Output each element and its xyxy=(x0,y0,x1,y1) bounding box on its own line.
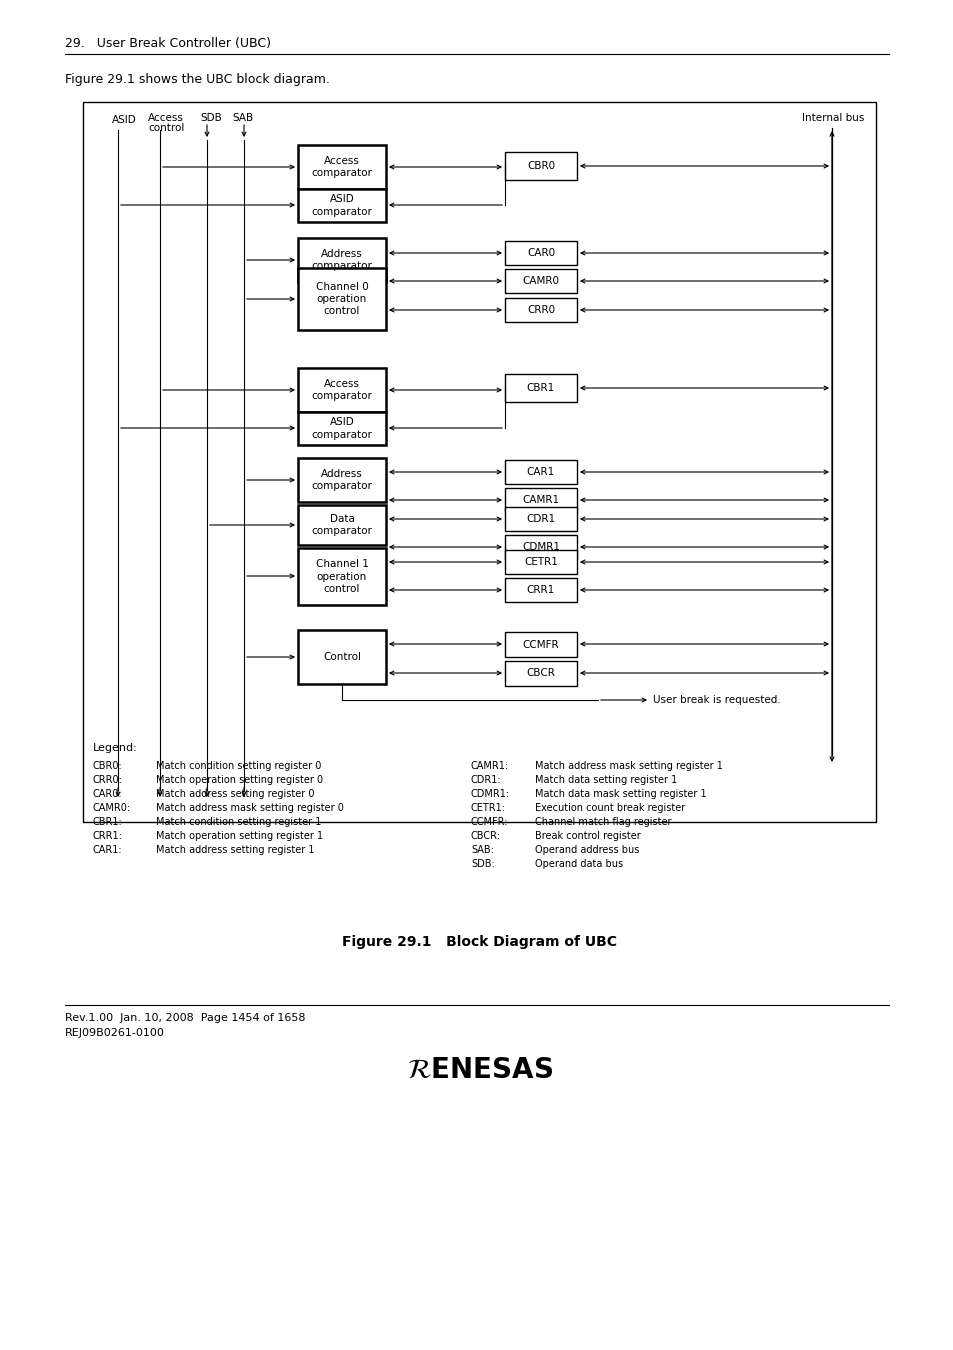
Text: Match address mask setting register 1: Match address mask setting register 1 xyxy=(535,761,722,771)
Bar xyxy=(297,269,386,329)
Bar xyxy=(504,298,577,323)
Bar xyxy=(504,242,577,265)
Text: CBCR:: CBCR: xyxy=(471,832,500,841)
Text: SAB:: SAB: xyxy=(471,845,494,855)
Text: Operand address bus: Operand address bus xyxy=(535,845,639,855)
Text: User break is requested.: User break is requested. xyxy=(652,695,780,705)
Text: SAB: SAB xyxy=(232,113,253,123)
Text: control: control xyxy=(148,123,184,134)
Text: Operand data bus: Operand data bus xyxy=(535,859,622,869)
Text: Address
comparator: Address comparator xyxy=(312,248,372,271)
Bar xyxy=(297,369,386,412)
Text: CBR0: CBR0 xyxy=(526,161,555,171)
Bar xyxy=(297,630,386,684)
Bar xyxy=(297,505,386,545)
Text: CAR1:: CAR1: xyxy=(92,845,123,855)
Text: CAMR0: CAMR0 xyxy=(522,275,558,286)
Text: CBR1:: CBR1: xyxy=(92,817,123,828)
Bar xyxy=(297,189,386,221)
Text: ASID
comparator: ASID comparator xyxy=(312,194,372,217)
Bar xyxy=(504,549,577,574)
Text: CRR1: CRR1 xyxy=(526,585,555,595)
Text: Data
comparator: Data comparator xyxy=(312,514,372,536)
Text: CDR1:: CDR1: xyxy=(471,775,501,784)
Text: Channel match flag register: Channel match flag register xyxy=(535,817,671,828)
Text: CDMR1:: CDMR1: xyxy=(471,788,510,799)
Text: CRR0: CRR0 xyxy=(526,305,555,315)
Text: CAR0: CAR0 xyxy=(526,248,555,258)
Text: Figure 29.1 shows the UBC block diagram.: Figure 29.1 shows the UBC block diagram. xyxy=(65,73,330,86)
Text: SDB: SDB xyxy=(200,113,221,123)
Bar xyxy=(504,153,577,180)
Text: CAMR0:: CAMR0: xyxy=(92,803,131,813)
Text: Match address setting register 0: Match address setting register 0 xyxy=(156,788,314,799)
Text: CAR1: CAR1 xyxy=(526,467,555,477)
Bar xyxy=(297,458,386,502)
Text: Match condition setting register 1: Match condition setting register 1 xyxy=(156,817,321,828)
Text: Address
comparator: Address comparator xyxy=(312,468,372,491)
Text: Match operation setting register 1: Match operation setting register 1 xyxy=(156,832,323,841)
Text: CBR1: CBR1 xyxy=(526,383,555,393)
Text: Legend:: Legend: xyxy=(92,743,137,753)
Text: Channel 1
operation
control: Channel 1 operation control xyxy=(315,559,368,594)
Text: Internal bus: Internal bus xyxy=(801,113,863,123)
Text: CDMR1: CDMR1 xyxy=(521,541,559,552)
Bar xyxy=(504,662,577,686)
Text: CETR1:: CETR1: xyxy=(471,803,505,813)
Bar xyxy=(504,508,577,531)
Text: CAMR1:: CAMR1: xyxy=(471,761,509,771)
Text: Match address mask setting register 0: Match address mask setting register 0 xyxy=(156,803,343,813)
Text: $\mathcal{R}$ENESAS: $\mathcal{R}$ENESAS xyxy=(406,1056,553,1084)
Bar xyxy=(504,578,577,602)
Bar xyxy=(504,269,577,293)
Text: Break control register: Break control register xyxy=(535,832,640,841)
Text: Figure 29.1   Block Diagram of UBC: Figure 29.1 Block Diagram of UBC xyxy=(342,936,617,949)
Text: Match address setting register 1: Match address setting register 1 xyxy=(156,845,314,855)
Text: CCMFR:: CCMFR: xyxy=(471,817,508,828)
Bar xyxy=(297,238,386,282)
Bar xyxy=(504,632,577,657)
Text: Match data setting register 1: Match data setting register 1 xyxy=(535,775,677,784)
Text: Execution count break register: Execution count break register xyxy=(535,803,684,813)
Text: ASID
comparator: ASID comparator xyxy=(312,417,372,440)
Text: Rev.1.00  Jan. 10, 2008  Page 1454 of 1658: Rev.1.00 Jan. 10, 2008 Page 1454 of 1658 xyxy=(65,1012,305,1023)
Bar xyxy=(504,460,577,485)
Text: CAMR1: CAMR1 xyxy=(522,495,559,505)
Text: CCMFR: CCMFR xyxy=(522,640,558,649)
Text: ASID: ASID xyxy=(112,115,136,126)
Text: CETR1: CETR1 xyxy=(523,558,558,567)
Text: 29.   User Break Controller (UBC): 29. User Break Controller (UBC) xyxy=(65,38,271,50)
Text: CRR0:: CRR0: xyxy=(92,775,123,784)
Bar xyxy=(297,548,386,605)
Bar xyxy=(297,412,386,446)
Text: CRR1:: CRR1: xyxy=(92,832,123,841)
Text: Access
comparator: Access comparator xyxy=(312,155,372,178)
Text: Match condition setting register 0: Match condition setting register 0 xyxy=(156,761,321,771)
Bar xyxy=(504,535,577,559)
Text: CBR0:: CBR0: xyxy=(92,761,123,771)
Text: Match operation setting register 0: Match operation setting register 0 xyxy=(156,775,323,784)
Bar xyxy=(504,374,577,402)
Bar xyxy=(504,487,577,512)
Bar xyxy=(297,144,386,189)
Text: Match data mask setting register 1: Match data mask setting register 1 xyxy=(535,788,706,799)
Text: SDB:: SDB: xyxy=(471,859,495,869)
Bar xyxy=(83,103,875,822)
Text: Access: Access xyxy=(148,113,184,123)
Text: CAR0:: CAR0: xyxy=(92,788,123,799)
Text: CBCR: CBCR xyxy=(526,668,555,679)
Text: Channel 0
operation
control: Channel 0 operation control xyxy=(315,282,368,316)
Text: Control: Control xyxy=(323,652,360,662)
Text: REJ09B0261-0100: REJ09B0261-0100 xyxy=(65,1027,165,1038)
Text: CDR1: CDR1 xyxy=(526,514,555,524)
Text: Access
comparator: Access comparator xyxy=(312,379,372,401)
